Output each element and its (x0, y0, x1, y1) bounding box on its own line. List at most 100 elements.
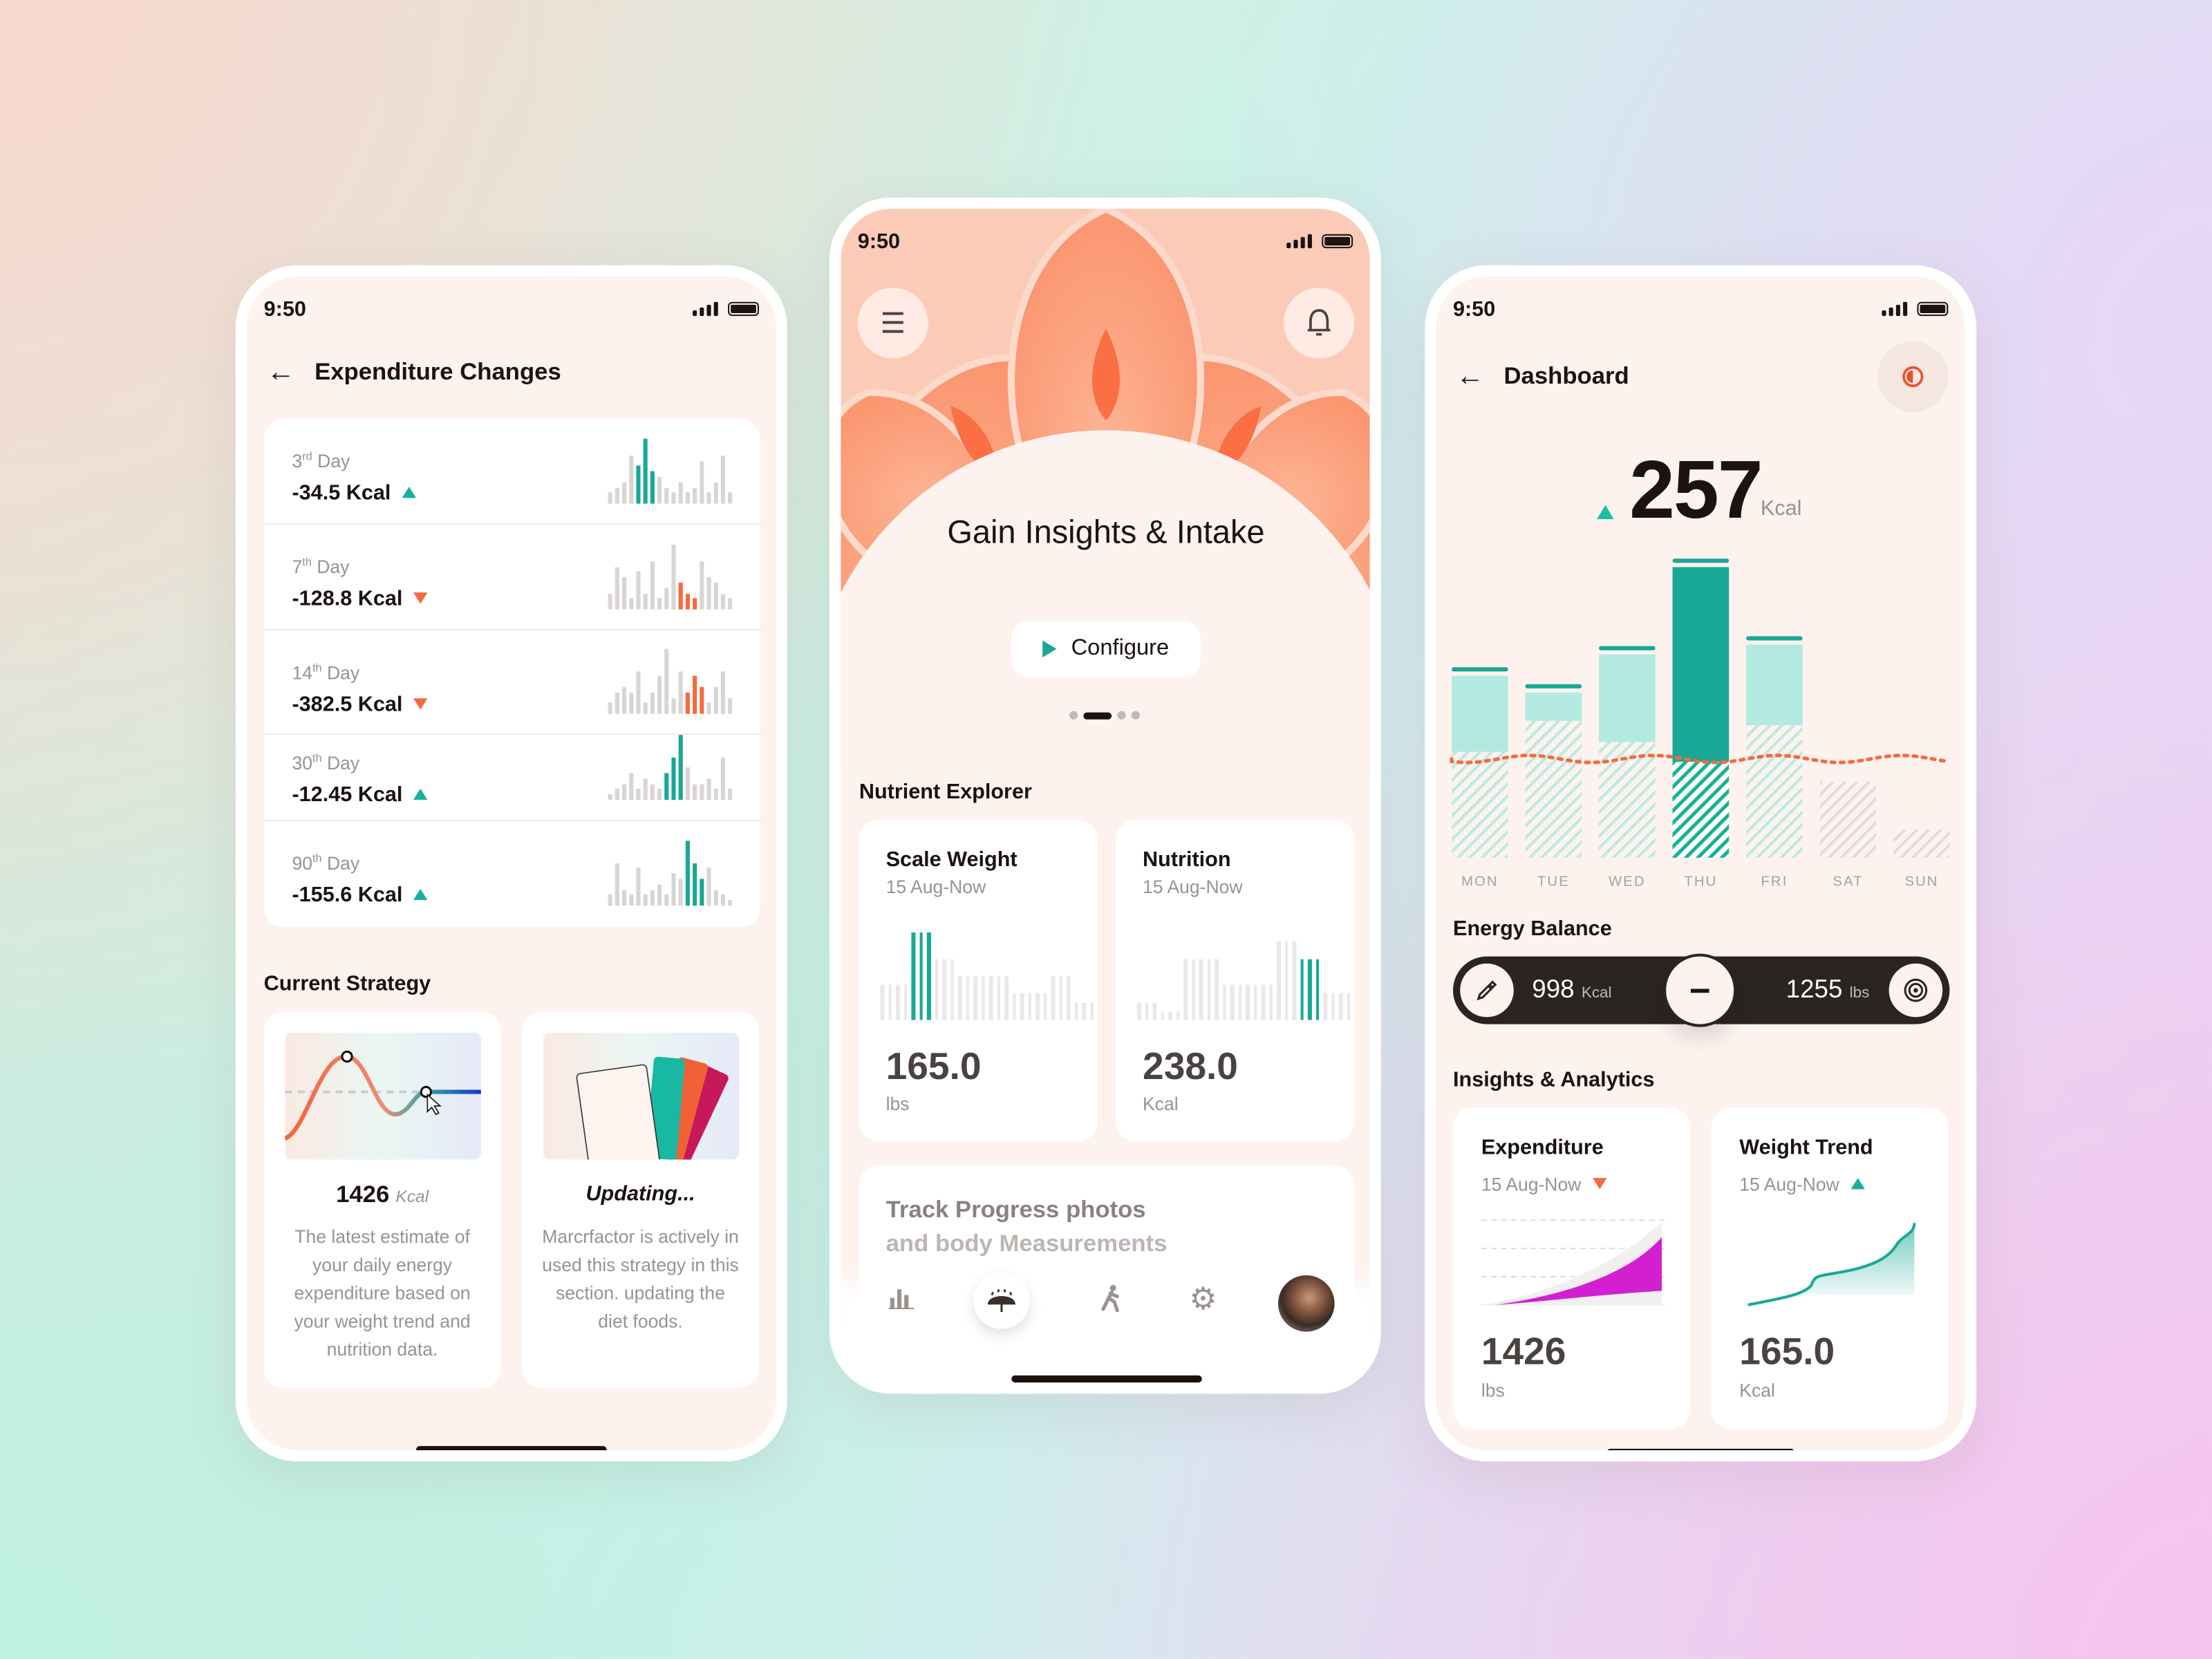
pager-dots[interactable] (1069, 711, 1140, 720)
bar-solid-thu[interactable] (1672, 567, 1730, 762)
notifications-button[interactable] (1284, 288, 1355, 359)
bar-solid-wed[interactable] (1599, 654, 1656, 742)
spark-bar (685, 593, 689, 610)
expenditure-row[interactable]: 7th Day -128.8 Kcal (263, 525, 760, 631)
spark-bar (678, 582, 682, 610)
expenditure-row[interactable]: 3rd Day -34.5 Kcal (263, 419, 760, 525)
spark-bar (664, 894, 668, 906)
spark-bar (650, 783, 654, 800)
chart-bar (1183, 958, 1188, 1020)
intake-unit: Kcal (1581, 984, 1612, 1002)
phone-home: 9:50 ☰ Gain Insights & Intake Configure … (829, 197, 1381, 1394)
spark-bar (621, 783, 626, 800)
chart-bar (942, 958, 946, 1020)
expenditure-row[interactable]: 14th Day -382.5 Kcal (263, 630, 760, 735)
subtract-operator[interactable]: − (1663, 953, 1737, 1027)
bar-solid-fri[interactable] (1746, 644, 1803, 725)
spark-bar (706, 703, 711, 714)
bar-hatched-sat[interactable] (1819, 781, 1877, 858)
walking-icon[interactable] (1100, 1284, 1123, 1319)
back-arrow-icon[interactable]: ← (266, 357, 295, 388)
bar-chart-icon[interactable] (888, 1286, 915, 1316)
avatar[interactable] (1277, 1275, 1335, 1332)
target-button[interactable] (1888, 963, 1943, 1018)
bar-hatched-fri[interactable] (1746, 724, 1803, 858)
cursor-icon (427, 1093, 442, 1116)
spark-bar (720, 757, 724, 800)
expenditure-card[interactable]: Expenditure 15 Aug-Now 1426 lbs (1453, 1107, 1690, 1430)
trend-up-icon (1597, 505, 1614, 520)
spark-bar (621, 577, 626, 610)
back-arrow-icon[interactable]: ← (1456, 361, 1484, 393)
reference-dotted-line (1450, 753, 1950, 765)
spark-bar (664, 487, 668, 504)
chart-bar (981, 976, 985, 1020)
spark-bar (636, 572, 640, 610)
chart-bar (1315, 958, 1320, 1020)
spark-bar (608, 894, 612, 906)
signal-battery-icon (1882, 301, 1949, 317)
nav-home-active[interactable] (973, 1272, 1030, 1329)
nutrient-card[interactable]: Nutrition 15 Aug-Now 238.0 Kcal (1116, 819, 1355, 1142)
bar-hatched-thu[interactable] (1672, 762, 1730, 858)
strategy-card-estimate[interactable]: 1426 Kcal The latest estimate of your da… (263, 1011, 501, 1389)
bar-hatched-sun[interactable] (1893, 829, 1950, 858)
spark-bar (636, 466, 640, 504)
intake-button[interactable] (1460, 963, 1514, 1018)
bar-cap (1451, 667, 1508, 672)
screen: 9:50 ☰ Gain Insights & Intake Configure … (841, 209, 1370, 1382)
chart-bar (1292, 941, 1296, 1020)
trend-down-icon (1592, 1178, 1607, 1190)
chart-bar (1230, 984, 1234, 1020)
chart-bar (1160, 1011, 1164, 1020)
chart-bar (926, 932, 930, 1020)
spark-bar (685, 767, 689, 800)
x-tick-label: SUN (1904, 874, 1938, 890)
card-value: 1426 (1481, 1330, 1566, 1373)
strategy-card-updating[interactable]: Updating... Marcrfactor is actively in u… (522, 1011, 759, 1389)
spark-bar (608, 703, 612, 714)
chart-bar (1338, 993, 1342, 1020)
expenditure-row[interactable]: 30th Day -12.45 Kcal (263, 735, 760, 821)
updating-title: Updating... (585, 1182, 695, 1206)
card-unit: lbs (1481, 1379, 1505, 1401)
chart-bar (1191, 958, 1195, 1020)
expenditure-row[interactable]: 90th Day -155.6 Kcal (264, 821, 760, 927)
spark-bar (693, 676, 697, 714)
screen: 9:50 ← Expenditure Changes 3rd Day -34.5… (247, 276, 776, 1450)
umbrella-icon (987, 1288, 1016, 1312)
bar-hatched-mon[interactable] (1451, 751, 1508, 858)
toggle-button[interactable] (1877, 341, 1949, 412)
chart-bar (1152, 1002, 1156, 1020)
diet-cards-illustration (543, 1032, 740, 1160)
spark-bar (664, 649, 668, 714)
menu-button[interactable]: ☰ (857, 288, 928, 359)
eyedropper-icon (1477, 980, 1497, 1001)
bar-solid-mon[interactable] (1451, 675, 1508, 752)
bar-cap (1746, 636, 1803, 641)
chart-bar (1253, 984, 1257, 1020)
estimate-unit: Kcal (395, 1186, 429, 1206)
chart-bar (1206, 958, 1211, 1020)
spark-bar (693, 487, 697, 504)
spark-bar (621, 686, 626, 714)
nutrient-card[interactable]: Scale Weight 15 Aug-Now 165.0 lbs (859, 819, 1098, 1142)
screen: 9:50 ← Dashboard 257 Kcal MON TUE WED THU FR… (1436, 276, 1965, 1450)
gear-icon[interactable]: ⚙ (1189, 1281, 1217, 1317)
card-unit: Kcal (1143, 1093, 1179, 1115)
weight-trend-card[interactable]: Weight Trend 15 Aug-Now 165.0 Kcal (1711, 1107, 1949, 1430)
spark-bar (728, 900, 732, 906)
spark-bar (671, 873, 675, 906)
updating-description: Marcrfactor is actively in used this str… (542, 1226, 739, 1332)
bar-hatched-wed[interactable] (1599, 742, 1656, 858)
configure-button[interactable]: Configure (1011, 620, 1201, 677)
bar-solid-tue[interactable] (1525, 693, 1582, 721)
spark-bar (720, 671, 724, 714)
chart-bar (1331, 993, 1335, 1020)
bar-hatched-tue[interactable] (1525, 720, 1582, 858)
row-value: -155.6 Kcal (292, 883, 429, 907)
contrast-icon (1902, 366, 1924, 387)
spark-bar (706, 868, 711, 906)
spark-bar (720, 593, 724, 610)
